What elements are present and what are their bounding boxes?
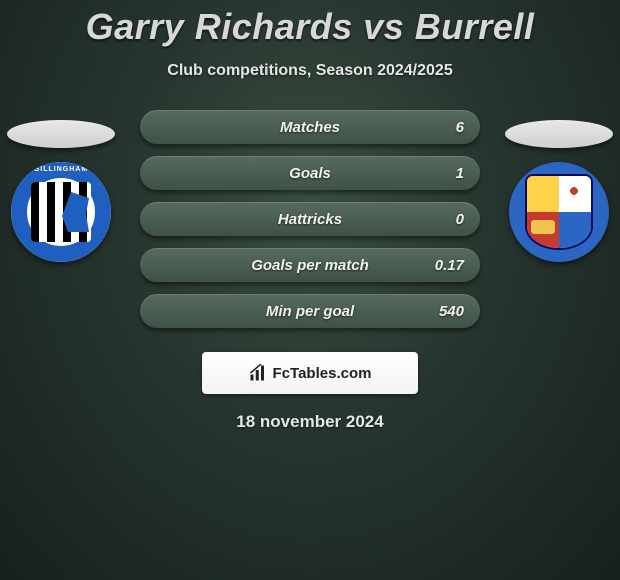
stat-label: Goals	[289, 165, 331, 182]
chart-icon	[249, 364, 267, 382]
stats-list: Matches 6 Goals 1 Hattricks 0 Goals per …	[140, 110, 480, 328]
attribution-badge: FcTables.com	[202, 352, 418, 394]
player-photo-placeholder	[7, 120, 115, 148]
stat-label: Hattricks	[278, 211, 342, 228]
stat-label: Min per goal	[266, 303, 354, 320]
stat-row: Hattricks 0	[140, 202, 480, 236]
date-text: 18 november 2024	[0, 412, 620, 432]
subtitle: Club competitions, Season 2024/2025	[0, 62, 620, 80]
stat-row: Min per goal 540	[140, 294, 480, 328]
page-title: Garry Richards vs Burrell	[0, 0, 620, 48]
stat-row: Goals per match 0.17	[140, 248, 480, 282]
club-badge-left: GILLINGHAM	[11, 162, 111, 262]
stat-value-right: 0.17	[435, 257, 464, 274]
player-right-column	[504, 120, 614, 262]
stat-row: Matches 6	[140, 110, 480, 144]
stat-label: Matches	[280, 119, 340, 136]
stat-label: Goals per match	[251, 257, 369, 274]
player-left-column: GILLINGHAM	[6, 120, 116, 262]
club-badge-right	[509, 162, 609, 262]
stat-value-right: 1	[456, 165, 464, 182]
attribution-text: FcTables.com	[273, 365, 372, 382]
stat-value-right: 0	[456, 211, 464, 228]
stat-row: Goals 1	[140, 156, 480, 190]
stat-value-right: 540	[439, 303, 464, 320]
player-photo-placeholder	[505, 120, 613, 148]
stat-value-right: 6	[456, 119, 464, 136]
badge-ring-text: GILLINGHAM	[11, 166, 111, 173]
